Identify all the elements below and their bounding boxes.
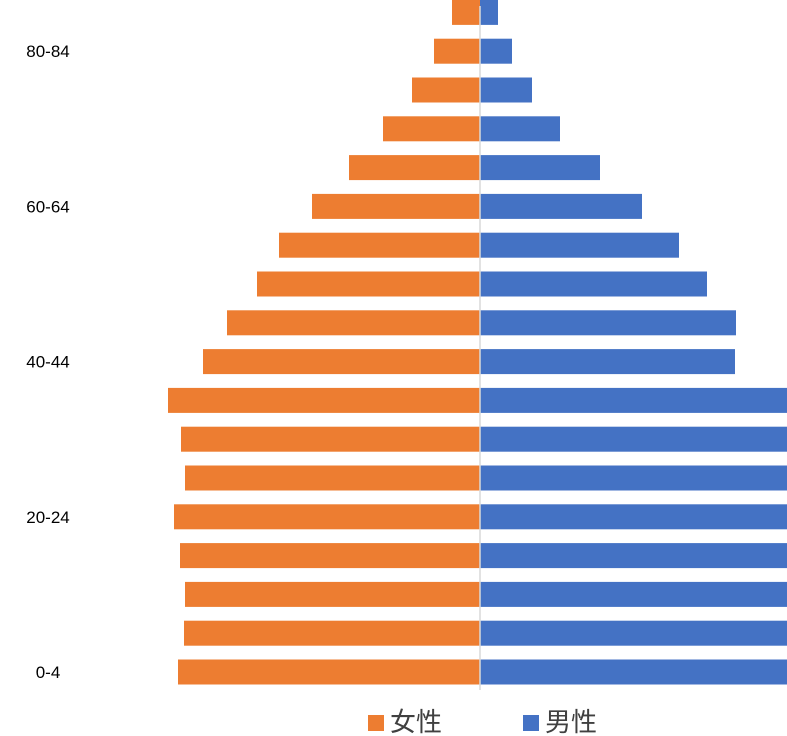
bar-female-30-34 (181, 426, 480, 452)
bar-male-10-14 (480, 581, 787, 607)
tick-label-80-84: 80-84 (26, 42, 69, 61)
bar-female-70-74 (383, 116, 480, 142)
bar-male-15-19 (480, 543, 787, 569)
bar-male-35-39 (480, 387, 787, 413)
legend-label-female: 女性 (390, 708, 442, 736)
bar-male-25-29 (480, 465, 787, 491)
bar-male-85+ (480, 0, 498, 25)
bar-male-55-59 (480, 232, 679, 258)
bar-male-40-44 (480, 349, 735, 375)
bar-male-20-24 (480, 504, 787, 530)
bar-female-35-39 (168, 387, 480, 413)
bar-male-45-49 (480, 310, 736, 336)
bar-female-85+ (452, 0, 480, 25)
bar-male-50-54 (480, 271, 707, 297)
category-tick-labels: 0-4 20-24 40-44 60-64 80-84 (26, 42, 69, 682)
bar-male-75-79 (480, 77, 532, 103)
bar-female-10-14 (185, 581, 480, 607)
bar-female-60-64 (312, 193, 480, 219)
bar-male-5-9 (480, 620, 787, 646)
bar-male-70-74 (480, 116, 560, 142)
bars-group (168, 0, 787, 685)
bar-male-0-4 (480, 659, 787, 685)
bar-female-75-79 (412, 77, 480, 103)
bar-female-55-59 (279, 232, 480, 258)
bar-female-20-24 (174, 504, 480, 530)
bar-female-80-84 (434, 38, 480, 64)
bar-female-25-29 (185, 465, 480, 491)
bar-female-5-9 (184, 620, 480, 646)
bar-male-30-34 (480, 426, 787, 452)
bar-male-65-69 (480, 155, 600, 181)
legend-swatch-male (523, 715, 539, 731)
bar-female-0-4 (178, 659, 480, 685)
legend-swatch-female (368, 715, 384, 731)
bar-male-60-64 (480, 193, 642, 219)
bar-female-40-44 (203, 349, 480, 375)
tick-label-0-4: 0-4 (36, 663, 61, 682)
tick-label-40-44: 40-44 (26, 353, 69, 372)
bar-female-15-19 (180, 543, 480, 569)
bar-female-50-54 (257, 271, 480, 297)
bar-female-45-49 (227, 310, 480, 336)
legend: 女性 男性 (368, 708, 597, 736)
tick-label-60-64: 60-64 (26, 197, 69, 216)
tick-label-20-24: 20-24 (26, 508, 69, 527)
bar-male-80-84 (480, 38, 512, 64)
legend-label-male: 男性 (545, 708, 597, 736)
bar-female-65-69 (349, 155, 480, 181)
